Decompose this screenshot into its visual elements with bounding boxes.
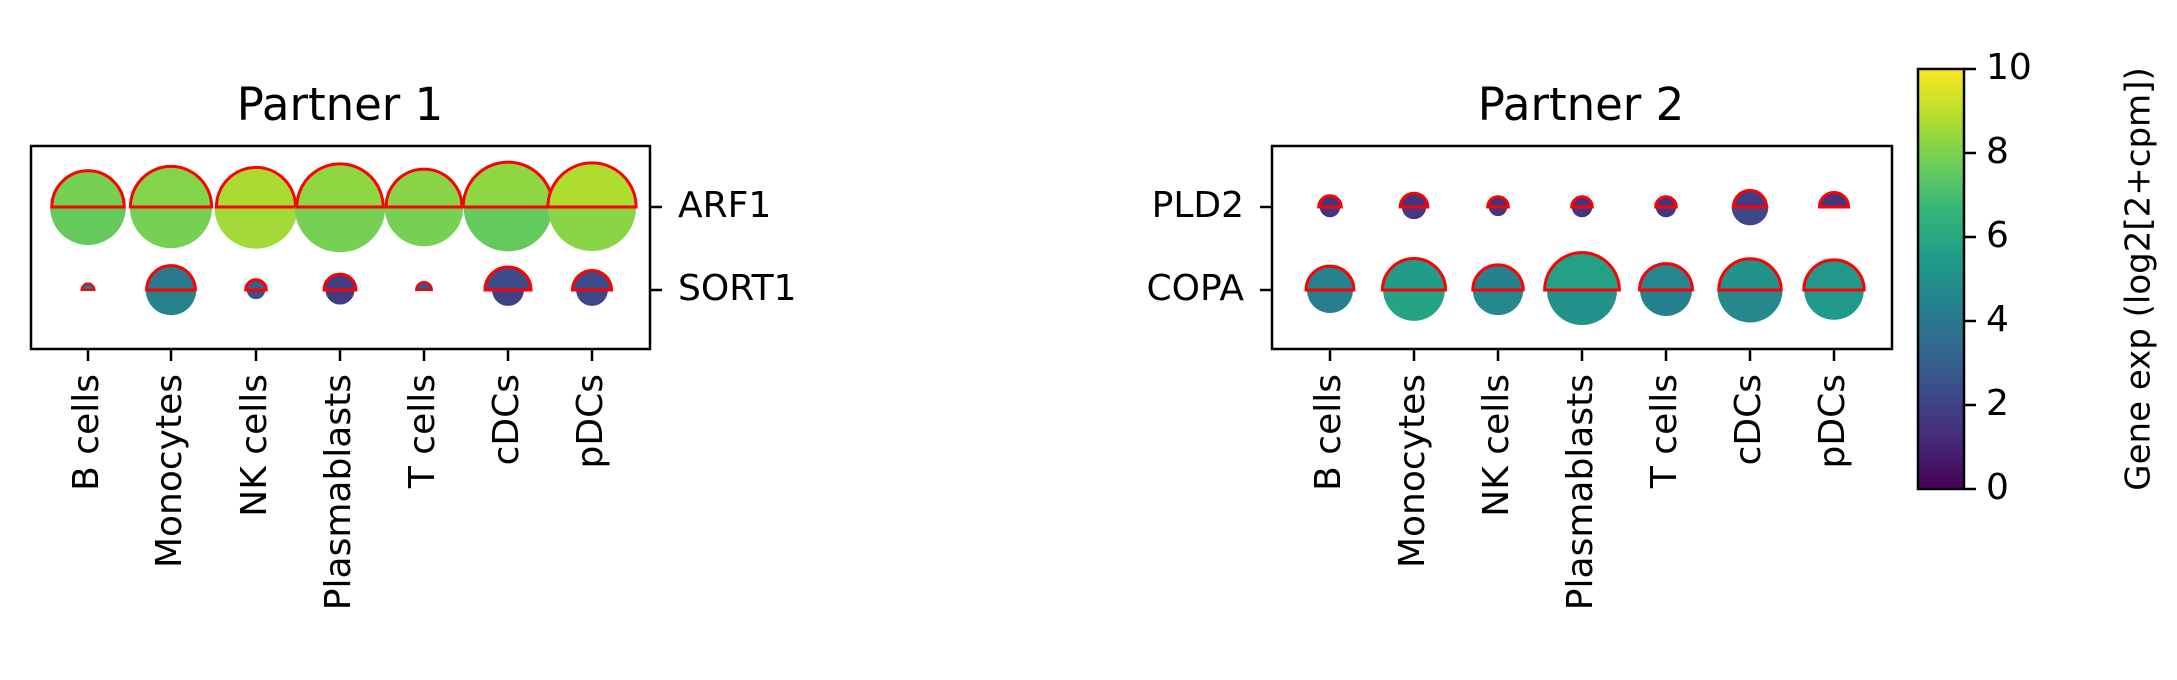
dot-bottom-half <box>129 207 213 249</box>
dot-bottom-half <box>50 207 126 245</box>
celltype-axis: B cells Monocytes NK cells Plasmablasts T ce… <box>66 349 611 610</box>
dot-top-half <box>546 161 638 209</box>
dot-bottom-half <box>1639 290 1693 316</box>
dot-top-half <box>1802 258 1866 292</box>
dot-top-half <box>1731 188 1769 209</box>
colorbar-tick-label: 2 <box>1986 383 2009 424</box>
dot-top-half <box>1717 257 1783 292</box>
colorbar-tick-label: 10 <box>1986 47 2032 88</box>
dot-top-half <box>145 264 197 292</box>
dot-top-half <box>128 164 214 209</box>
dot-bottom-half <box>1546 290 1618 326</box>
dot-top-half <box>483 265 533 292</box>
celltype-label: T cells <box>402 374 443 489</box>
gene-axis: ARF1 SORT1 <box>650 185 796 309</box>
colorbar-tick-label: 0 <box>1986 467 2009 508</box>
dot-bottom-half <box>384 207 464 247</box>
dot-top-half <box>1570 195 1594 209</box>
dot-bottom-half <box>1571 207 1593 218</box>
dot-bottom-half <box>294 207 386 253</box>
dot-top-half <box>1817 191 1851 209</box>
panel-partner-1: Partner 1 ARF1 SORT1 B cells Monocytes NK c… <box>29 78 796 610</box>
gene-label: SORT1 <box>678 268 796 309</box>
celltype-axis: B cells Monocytes NK cells Plasmablasts T ce… <box>1308 349 1853 610</box>
dot-top-half <box>461 160 555 209</box>
celltype-label: Plasmablasts <box>318 374 359 610</box>
dot-marks <box>50 160 638 316</box>
dot-bottom-half <box>1488 207 1508 217</box>
dot-top-half <box>1398 191 1430 209</box>
dot-top-half <box>1471 263 1525 292</box>
colorbar-tick-label: 4 <box>1986 299 2009 340</box>
dot-bottom-half <box>547 207 637 252</box>
dot-bottom-half <box>1731 207 1769 226</box>
dot-bottom-half <box>1319 207 1341 218</box>
dot-bottom-half <box>246 290 266 300</box>
panel-partner-2: Partner 2 PLD2 COPA B cells Monocytes NK ce… <box>1146 78 1894 610</box>
dot-bottom-half <box>1307 290 1353 313</box>
celltype-label: Monocytes <box>149 374 190 568</box>
dot-bottom-half <box>1804 290 1864 320</box>
panel-title: Partner 1 <box>237 78 443 131</box>
dot-bottom-half <box>325 290 355 305</box>
celltype-label: NK cells <box>1476 374 1517 517</box>
dot-bottom-half <box>492 290 524 306</box>
colorbar-label: Gene exp (log2[2+cpm]) <box>2119 67 2159 490</box>
gene-label: PLD2 <box>1152 185 1244 226</box>
dot-top-half <box>80 282 96 291</box>
dot-top-half <box>1304 265 1356 292</box>
celltype-label: cDCs <box>1728 374 1769 465</box>
celltype-label: B cells <box>66 374 107 491</box>
dot-bottom-half <box>1383 290 1445 321</box>
dot-bottom-half <box>576 290 608 306</box>
gene-axis: PLD2 COPA <box>1146 185 1272 309</box>
dot-top-half <box>1317 194 1343 209</box>
dot-bottom-half <box>1655 207 1677 218</box>
dot-top-half <box>1638 262 1694 292</box>
dot-top-half <box>214 165 298 209</box>
dot-bottom-half <box>463 207 553 252</box>
colorbar-tick-label: 8 <box>1986 131 2009 172</box>
celltype-label: pDCs <box>1812 374 1853 468</box>
gene-label: COPA <box>1146 268 1244 309</box>
colorbar-ticks: 0 2 4 6 8 10 <box>1964 47 2032 508</box>
dot-top-half <box>1486 195 1510 209</box>
celltype-label: Monocytes <box>1392 374 1433 568</box>
panel-title: Partner 2 <box>1478 78 1684 131</box>
dot-top-half <box>322 272 358 292</box>
dot-top-half <box>295 162 385 209</box>
celltype-label: cDCs <box>486 374 527 465</box>
celltype-label: NK cells <box>234 374 275 517</box>
dot-top-half <box>50 169 126 209</box>
colorbar-gradient <box>1916 67 1966 491</box>
celltype-label: Plasmablasts <box>1560 374 1601 610</box>
celltype-label: T cells <box>1644 374 1685 489</box>
dot-top-half <box>1654 195 1678 209</box>
dot-top-half <box>244 278 268 292</box>
dot-bottom-half <box>1401 207 1427 220</box>
dot-bottom-half <box>1472 290 1524 316</box>
dot-top-half <box>570 269 614 292</box>
dot-top-half <box>415 281 433 291</box>
gene-label: ARF1 <box>678 185 771 226</box>
dot-bottom-half <box>1717 290 1783 323</box>
celltype-label: B cells <box>1308 374 1349 491</box>
dot-marks <box>1304 188 1866 326</box>
dot-top-half <box>1380 256 1448 292</box>
celltype-label: pDCs <box>570 374 611 468</box>
dot-bottom-half <box>214 207 298 249</box>
colorbar: 0 2 4 6 8 10 Gene exp (log2[2+cpm]) <box>1916 47 2159 508</box>
dot-top-half <box>1543 251 1621 292</box>
dot-bottom-half <box>145 290 197 316</box>
colorbar-tick-label: 6 <box>1986 215 2009 256</box>
dot-top-half <box>384 167 464 209</box>
